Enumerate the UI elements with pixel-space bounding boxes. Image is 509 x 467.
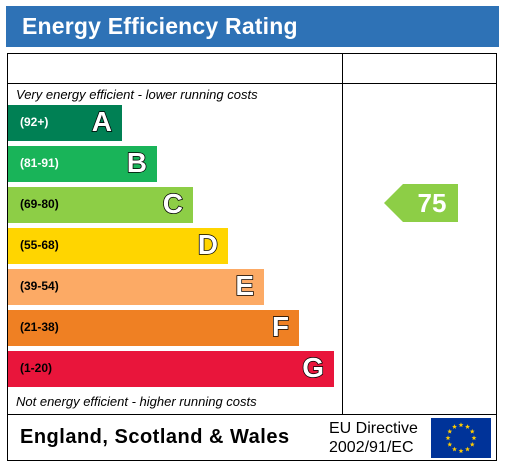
eu-star-icon	[445, 435, 451, 441]
band-letter: B	[126, 146, 148, 179]
caption-top: Very energy efficient - lower running co…	[16, 87, 258, 102]
eu-star-icon	[458, 448, 464, 454]
column-divider	[342, 53, 343, 415]
eu-star-icon	[465, 424, 470, 429]
caption-bottom: Not energy efficient - higher running co…	[16, 394, 257, 409]
eu-directive-line1: EU Directive	[329, 420, 418, 437]
band-range-label: (81-91)	[20, 156, 59, 170]
chart-title: Energy Efficiency Rating	[22, 13, 298, 39]
footer-divider	[7, 414, 497, 415]
eu-star-icon	[469, 428, 475, 434]
band-e: (39-54) E	[8, 269, 264, 305]
eu-star-icon	[452, 424, 457, 429]
band-g: (1-20) G	[8, 351, 334, 387]
eu-star-icon	[469, 441, 475, 447]
band-range-label: (1-20)	[20, 361, 53, 375]
chart-frame	[7, 53, 497, 461]
band-letter: F	[271, 310, 290, 343]
band-range-label: (69-80)	[20, 197, 59, 211]
header-row-divider	[7, 83, 497, 84]
title-bar: Energy Efficiency Rating	[6, 6, 499, 47]
band-letter: A	[91, 105, 113, 138]
band-c: (69-80) C	[8, 187, 193, 223]
band-d: (55-68) D	[8, 228, 228, 264]
eu-star-icon	[471, 435, 477, 441]
band-letter: D	[197, 228, 219, 261]
band-range-label: (55-68)	[20, 238, 59, 252]
eu-star-icon	[447, 428, 453, 434]
band-range-label: (39-54)	[20, 279, 59, 293]
eu-star-icon	[458, 422, 464, 428]
band-range-label: (92+)	[20, 115, 49, 129]
band-range-label: (21-38)	[20, 320, 59, 334]
band-a: (92+) A	[8, 105, 122, 141]
current-rating-arrow	[384, 184, 458, 222]
band-b: (81-91) B	[8, 146, 157, 182]
eu-flag-icon	[431, 418, 491, 458]
eu-star-icon	[452, 446, 457, 452]
eu-star-icon	[447, 441, 453, 447]
footer-region: England, Scotland & Wales	[20, 426, 290, 448]
eu-directive-line2: 2002/91/EC	[329, 439, 414, 456]
current-rating-value: 75	[417, 188, 447, 218]
band-f: (21-38) F	[8, 310, 299, 346]
eu-directive-label: EU Directive 2002/91/EC	[329, 419, 418, 457]
band-letter: C	[162, 187, 184, 220]
eu-star-icon	[465, 446, 470, 452]
band-letter: G	[301, 351, 324, 384]
band-letter: E	[235, 269, 255, 302]
